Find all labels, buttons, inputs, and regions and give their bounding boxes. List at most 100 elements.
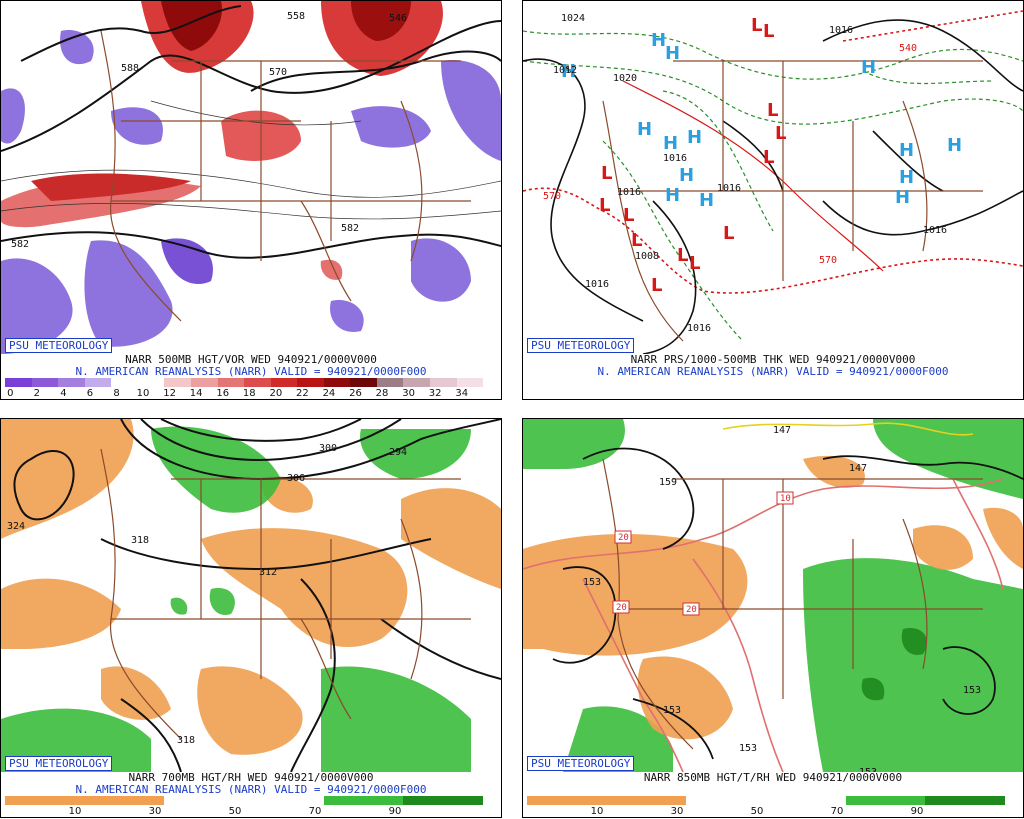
- colorbar-segment: [403, 378, 430, 387]
- low-pressure-symbol: L: [763, 21, 774, 42]
- colorbar-ticks: 10 30 50 70 90: [5, 806, 483, 817]
- isobar-label: 1008: [635, 251, 659, 262]
- colorbar-tick-label: 30: [670, 806, 684, 817]
- panel-caption: NARR PRS/1000-500MB THK WED 940921/0000V…: [630, 353, 916, 366]
- high-pressure-symbol: H: [899, 167, 914, 188]
- panel-caption: NARR 500MB HGT/VOR WED 940921/0000V000: [125, 353, 377, 366]
- high-pressure-symbol: H: [861, 57, 876, 78]
- contour-label: 312: [259, 567, 277, 578]
- colorbar-tick-label: 2: [33, 388, 41, 399]
- isobar-label: 1016: [829, 25, 853, 36]
- colorbar-ticks: 0 2 4 6 8 10 12 14 16 18 20 22 24 26 28 30 32 34: [5, 388, 483, 399]
- low-pressure-symbol: L: [631, 230, 642, 251]
- contour-label: 153: [963, 685, 981, 696]
- high-pressure-symbol: H: [561, 61, 576, 82]
- high-pressure-symbol: H: [947, 135, 962, 156]
- temperature-label: 20: [616, 603, 627, 613]
- thickness-label: 540: [899, 43, 917, 54]
- high-pressure-symbol: H: [663, 133, 678, 154]
- map-700mb-svg: 324 300 294 306 318 312 318: [1, 419, 501, 772]
- colorbar-tick-label: 12: [163, 388, 176, 399]
- colorbar-tick-label: 90: [388, 806, 402, 817]
- low-pressure-symbol: L: [689, 253, 700, 274]
- panel-850mb-t-rh: 159 147 147 153 153 153 153 153 10 20 20…: [522, 418, 1024, 818]
- map-500mb: 582 570 546 558 582 588: [1, 1, 501, 354]
- high-pressure-symbol: H: [699, 190, 714, 211]
- low-pressure-symbol: L: [767, 100, 778, 121]
- isobar-label: 1016: [923, 225, 947, 236]
- temperature-label: 20: [686, 605, 697, 615]
- high-pressure-symbol: H: [687, 127, 702, 148]
- map-500mb-svg: 582 570 546 558 582 588: [1, 1, 501, 354]
- map-850mb-svg: 159 147 147 153 153 153 153 153 10 20 20…: [523, 419, 1023, 772]
- isobar-label: 1016: [617, 187, 641, 198]
- isobar-label: 1016: [687, 323, 711, 334]
- psu-meteorology-badge: PSU METEOROLOGY: [5, 756, 113, 771]
- contour-label: 558: [287, 11, 305, 22]
- contour-label: 153: [663, 705, 681, 716]
- colorbar-segment: [430, 378, 457, 387]
- colorbar-segment: [323, 378, 351, 387]
- colorbar: [527, 796, 1005, 805]
- isobar-label: 1012: [553, 65, 577, 76]
- low-pressure-symbol: L: [723, 223, 734, 244]
- panel-caption: NARR 850MB HGT/T/RH WED 940921/0000V000: [643, 771, 903, 784]
- colorbar-tick-label: 30: [148, 806, 162, 817]
- contour-label: 147: [849, 463, 867, 474]
- colorbar-tick-label: 70: [830, 806, 844, 817]
- isobar-label: 1016: [585, 279, 609, 290]
- temperature-label: 20: [618, 533, 629, 543]
- colorbar: [5, 378, 484, 387]
- contour-label: 582: [341, 223, 359, 234]
- colorbar-tick-label: 20: [269, 388, 283, 399]
- isobar-label: 1016: [717, 183, 741, 194]
- colorbar-tick-label: 10: [68, 806, 82, 817]
- colorbar-tick-label: 32: [428, 388, 442, 399]
- map-700mb: 324 300 294 306 318 312 318: [1, 419, 501, 772]
- colorbar-segment: [217, 378, 245, 387]
- colorbar-tick-label: 50: [228, 806, 242, 817]
- colorbar-tick-label: 8: [113, 388, 120, 399]
- colorbar-segment: [297, 378, 324, 387]
- panel-caption: NARR 700MB HGT/RH WED 940921/0000V000: [128, 771, 374, 784]
- contour-label: 294: [389, 447, 407, 458]
- contour-label: 306: [287, 473, 305, 484]
- colorbar-segment: [350, 378, 377, 387]
- colorbar-tick-label: 6: [86, 388, 94, 399]
- low-pressure-symbol: L: [599, 195, 610, 216]
- thickness-label: 570: [819, 255, 837, 266]
- contour-label: 147: [773, 425, 791, 436]
- high-pressure-symbol: H: [637, 119, 652, 140]
- colorbar-segment: [190, 378, 218, 387]
- contour-label: 588: [121, 63, 139, 74]
- colorbar-tick-label: 50: [750, 806, 764, 817]
- psu-meteorology-badge: PSU METEOROLOGY: [527, 756, 635, 771]
- contour-label: 153: [739, 743, 757, 754]
- contour-label: 153: [583, 577, 601, 588]
- colorbar-tick-label: 10: [136, 388, 150, 399]
- map-850mb: 159 147 147 153 153 153 153 153 10 20 20…: [523, 419, 1023, 772]
- low-pressure-symbol: L: [651, 275, 662, 296]
- high-pressure-symbol: H: [651, 30, 666, 51]
- panel-valid-caption: N. AMERICAN REANALYSIS (NARR) VALID = 94…: [75, 365, 427, 378]
- isobar-label: 1016: [663, 153, 687, 164]
- low-pressure-symbol: L: [677, 245, 688, 266]
- psu-meteorology-badge: PSU METEOROLOGY: [5, 338, 113, 353]
- colorbar-tick-label: 10: [590, 806, 604, 817]
- colorbar-segment: [244, 378, 271, 387]
- colorbar-tick-label: 26: [349, 388, 362, 399]
- contour-label: 159: [659, 477, 677, 488]
- colorbar-segment: [164, 378, 191, 387]
- high-pressure-symbol: H: [895, 187, 910, 208]
- colorbar-segment: [376, 378, 404, 387]
- colorbar-tick-label: 18: [242, 388, 256, 399]
- high-pressure-symbol: H: [665, 185, 680, 206]
- isobar-label: 1020: [613, 73, 637, 84]
- map-pressure-svg: H H H H H H H H H H H H H H L L L L L L: [523, 1, 1023, 354]
- high-pressure-symbol: H: [899, 140, 914, 161]
- colorbar-tick-label: 24: [322, 388, 336, 399]
- colorbar-segment: [137, 378, 165, 387]
- colorbar-tick-label: 16: [216, 388, 230, 399]
- colorbar-tick-label: 90: [910, 806, 924, 817]
- contour-label: 546: [389, 13, 407, 24]
